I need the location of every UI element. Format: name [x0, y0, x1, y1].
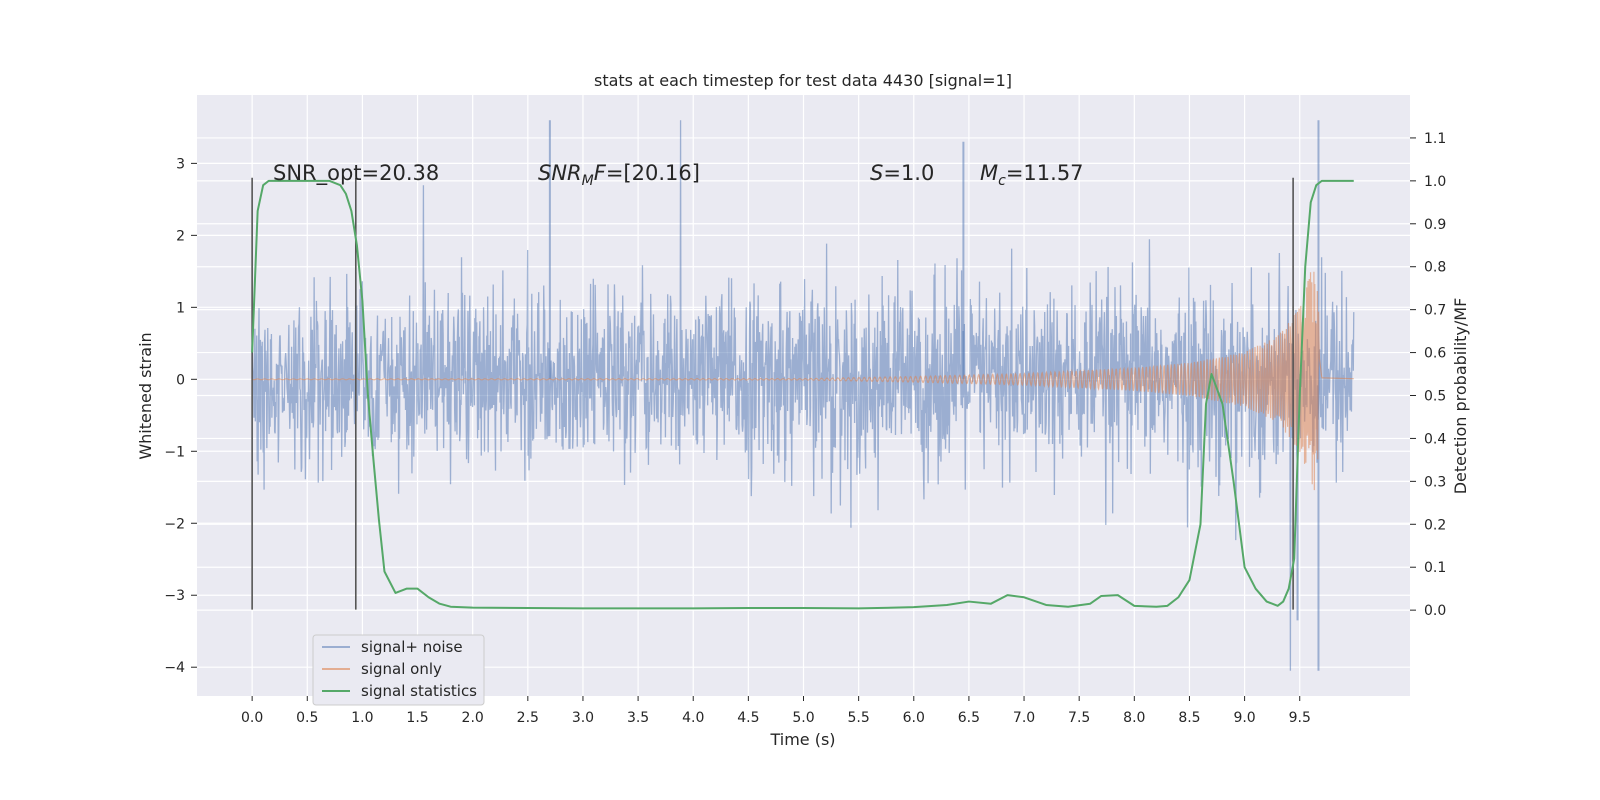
y-left-tick-label-5: 1: [176, 300, 185, 316]
y-right-tick-label-0: 0.0: [1424, 603, 1446, 619]
x-tick-label-12: 6.0: [903, 710, 925, 726]
x-tick-label-6: 3.0: [572, 710, 594, 726]
annotation-snr-opt: SNR_opt=20.38: [273, 161, 439, 186]
y-left-tick-label-4: 0: [176, 372, 185, 388]
right-y-axis-label: Detection probability/MF: [1451, 298, 1470, 495]
left-y-axis-ticks: −4 −3 −2 −1 0 1 2 3: [164, 156, 197, 676]
y-right-tick-label-9: 0.9: [1424, 217, 1446, 233]
noise-trace: [251, 120, 1355, 671]
annotation-s: S=1.0: [870, 161, 934, 185]
x-tick-label-17: 8.5: [1178, 710, 1200, 726]
y-right-tick-label-6: 0.6: [1424, 346, 1446, 362]
y-left-tick-label-3: −1: [164, 444, 185, 460]
vertical-markers: [251, 177, 1294, 610]
y-right-tick-label-7: 0.7: [1424, 303, 1446, 319]
x-tick-label-14: 7.0: [1013, 710, 1035, 726]
y-left-tick-label-1: −3: [164, 588, 185, 604]
y-left-tick-label-6: 2: [176, 228, 185, 244]
x-tick-label-9: 4.5: [737, 710, 759, 726]
x-tick-label-15: 7.5: [1068, 710, 1090, 726]
y-right-tick-label-11: 1.1: [1424, 131, 1446, 147]
y-right-tick-label-5: 0.5: [1424, 389, 1446, 405]
y-right-tick-label-4: 0.4: [1424, 431, 1446, 447]
x-tick-label-18: 9.0: [1233, 710, 1255, 726]
annotation-mc: Mc=11.57: [980, 161, 1084, 189]
left-y-axis-label: Whitened strain: [136, 332, 155, 459]
x-tick-label-5: 2.5: [517, 710, 539, 726]
y-right-tick-label-1: 0.1: [1424, 560, 1446, 576]
y-right-tick-label-8: 0.8: [1424, 260, 1446, 276]
legend-box: [312, 634, 485, 706]
x-tick-label-10: 5.0: [792, 710, 814, 726]
y-left-tick-label-2: −2: [164, 516, 185, 532]
signal-trace: [251, 271, 1354, 491]
x-tick-label-2: 1.0: [351, 710, 373, 726]
x-tick-label-4: 2.0: [462, 710, 484, 726]
x-tick-label-0: 0.0: [241, 710, 263, 726]
series-signal-only: [251, 271, 1354, 491]
right-y-axis-ticks: 0.0 0.1 0.2 0.3 0.4 0.5 0.6 0.7 0.8 0.9 1.0 1.1: [1410, 131, 1446, 619]
x-tick-label-13: 6.5: [958, 710, 980, 726]
x-tick-label-3: 1.5: [406, 710, 428, 726]
chart-title: stats at each timestep for test data 443…: [594, 71, 1012, 90]
x-tick-label-16: 8.0: [1123, 710, 1145, 726]
y-right-tick-label-2: 0.2: [1424, 517, 1446, 533]
legend-label-signal-only: signal only: [361, 660, 442, 678]
x-axis-ticks: 0.0 0.5 1.0 1.5 2.0 2.5 3.0 3.5 4.0 4.5 5.0 5.5 6.0 6…: [241, 696, 1311, 726]
y-left-tick-label-0: −4: [164, 660, 185, 676]
x-tick-label-7: 3.5: [627, 710, 649, 726]
x-tick-label-11: 5.5: [848, 710, 870, 726]
x-tick-label-8: 4.0: [682, 710, 704, 726]
legend-label-signal-statistics: signal statistics: [361, 682, 477, 700]
x-tick-label-19: 9.5: [1289, 710, 1311, 726]
legend-label-signal-noise: signal+ noise: [361, 638, 463, 656]
annotation-snr-mf: SNRMF=[20.16]: [538, 161, 700, 189]
x-axis-label: Time (s): [769, 730, 835, 749]
legend: signal+ noise signal only signal statist…: [312, 634, 485, 706]
y-right-tick-label-3: 0.3: [1424, 474, 1446, 490]
x-tick-label-1: 0.5: [296, 710, 318, 726]
statistics-trace: [251, 179, 1354, 610]
series-signal-statistics: [251, 179, 1354, 610]
y-right-tick-label-10: 1.0: [1424, 174, 1446, 190]
y-left-tick-label-7: 3: [176, 156, 185, 172]
